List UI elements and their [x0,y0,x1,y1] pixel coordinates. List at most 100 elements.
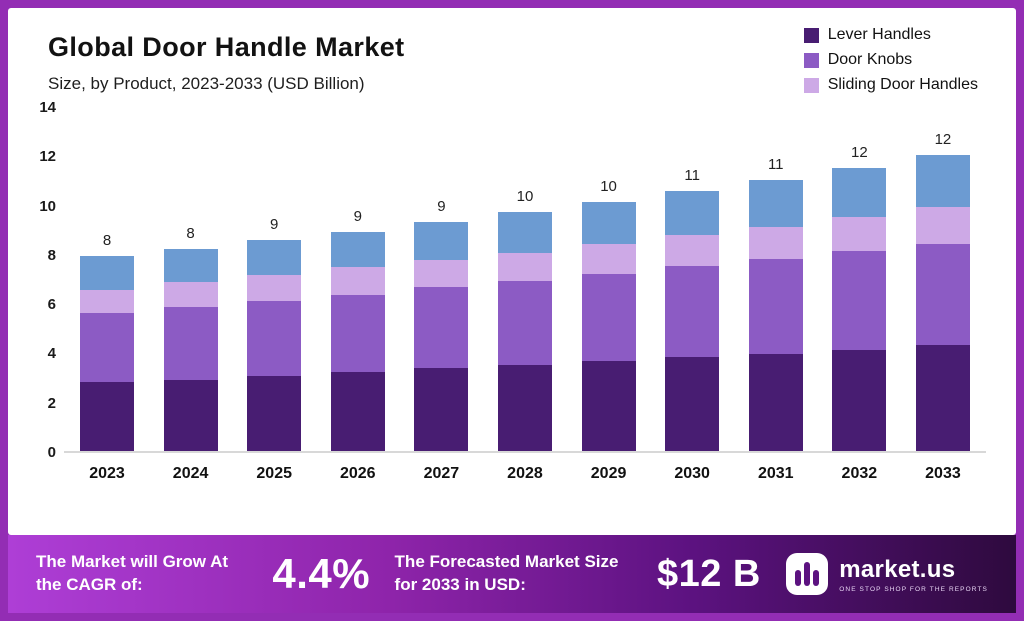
bar-segment-lever-handles [163,379,218,451]
bar-stack [915,155,970,451]
legend-item-door-knobs: Door Knobs [803,51,978,69]
bar-stack [247,240,302,451]
legend-label: Lever Handles [827,26,931,43]
bar-segment-top [748,179,803,227]
bar-segment-lever-handles [832,349,887,451]
x-label-2029: 2029 [590,465,627,482]
x-label-2026: 2026 [339,465,376,482]
bar-segment-door-knobs [414,287,469,369]
bar-segment-sliding-door-handles [665,235,720,267]
y-tick-label: 14 [39,99,56,116]
growth-label: The Market will Grow At the CAGR of: [36,552,229,594]
bar-2025: 9 [247,216,302,451]
cagr-value: 4.4% [272,550,371,597]
bottom-banner: The Market will Grow At the CAGR of: 4.4… [8,535,1016,613]
bar-segment-door-knobs [247,300,302,376]
y-tick-label: 4 [47,345,56,363]
bar-segment-sliding-door-handles [915,207,970,245]
bar-total-label: 9 [353,207,362,225]
bar-stack [80,256,134,451]
bar-2031: 11 [748,155,803,451]
legend-swatch-icon [803,27,819,43]
bar-2029: 10 [581,178,636,451]
bar-2032: 12 [832,143,887,451]
y-tick-label: 6 [47,296,56,314]
bar-segment-sliding-door-handles [832,216,887,252]
x-label-2023: 2023 [89,465,125,482]
x-label-2027: 2027 [423,465,460,482]
bar-segment-lever-handles [665,357,720,451]
plot-wrap: 8 8 9 9 9 10 10 11 11 12 12 2023 2024 2025 2026 2027 20… [64,108,986,483]
bar-segment-door-knobs [915,244,970,346]
brand-logo: market.us ONE STOP SHOP FOR THE REPORTS [785,552,988,596]
legend-item-sliding-door-handles: Sliding Door Handles [803,76,978,94]
y-tick-label: 10 [39,197,56,215]
bar-segment-sliding-door-handles [163,282,218,307]
bar-segment-sliding-door-handles [748,226,803,259]
bar-total-label: 11 [767,155,784,173]
stacked-bar-chart: 14 12 10 8 6 4 2 0 8 8 9 9 9 10 10 11 11 12 12 2023 2024 20… [22,99,986,483]
bar-2030: 11 [665,167,720,451]
page-title: Global Door Handle Market [48,32,405,62]
bar-stack [497,211,552,451]
bar-segment-top [915,155,970,208]
bar-segment-sliding-door-handles [581,244,636,274]
bar-segment-lever-handles [80,382,134,451]
x-label-2031: 2031 [757,465,794,482]
bar-stack [581,202,636,451]
x-label-2024: 2024 [172,465,209,482]
bar-total-label: 9 [437,197,446,215]
bar-2033: 12 [915,131,970,451]
y-tick-label: 0 [47,444,56,461]
x-label-2028: 2028 [507,465,543,482]
bar-segment-lever-handles [414,368,469,451]
bar-segment-top [497,211,552,253]
legend: Lever Handles Door Knobs Sliding Door Ha… [803,26,978,94]
chart-header: Global Door Handle Market Size, by Produ… [8,8,1016,94]
x-label-2033: 2033 [925,465,961,482]
bar-2028: 10 [497,188,552,451]
bar-total-label: 8 [186,224,195,242]
x-label-2032: 2032 [841,465,878,482]
bar-2026: 9 [330,207,385,451]
brand-texts: market.us ONE STOP SHOP FOR THE REPORTS [839,556,988,593]
legend-swatch-icon [803,52,819,68]
y-tick-label: 8 [47,246,56,264]
x-label-2025: 2025 [256,465,292,482]
bar-stack [414,221,469,451]
y-tick-label: 2 [47,394,56,412]
legend-item-lever-handles: Lever Handles [803,26,978,44]
brand-name: market.us [839,555,956,583]
bar-segment-lever-handles [748,353,803,451]
chart-card: Global Door Handle Market Size, by Produ… [8,8,1016,535]
bar-total-label: 11 [684,167,700,185]
plot-area: 8 8 9 9 9 10 10 11 11 12 12 [64,108,986,453]
bar-segment-top [80,256,134,290]
bar-stack [832,167,887,451]
bar-segment-lever-handles [497,364,552,451]
bar-total-label: 12 [934,131,952,149]
bar-segment-door-knobs [832,251,887,350]
bar-segment-lever-handles [247,375,302,451]
chart-subtitle: Size, by Product, 2023-2033 (USD Billion… [48,74,365,93]
bar-2023: 8 [80,232,134,451]
y-tick-label: 12 [39,148,56,166]
bar-segment-door-knobs [163,306,218,380]
bar-segment-door-knobs [497,280,552,365]
forecast-label: The Forecasted Market Size for 2033 in U… [394,552,619,594]
bar-stack [748,179,803,451]
legend-label: Door Knobs [827,51,913,68]
bar-segment-top [832,167,887,217]
marketus-logo-icon [786,553,829,595]
bar-2027: 9 [414,197,469,451]
forecast-value: $12 B [656,552,761,595]
bar-2024: 8 [163,224,218,451]
bar-segment-sliding-door-handles [497,252,552,281]
bar-total-label: 10 [600,178,617,196]
bar-total-label: 12 [851,143,868,161]
bar-segment-door-knobs [330,294,385,373]
bar-segment-door-knobs [748,258,803,354]
brand-tagline: ONE STOP SHOP FOR THE REPORTS [839,585,988,593]
x-label-2030: 2030 [674,465,710,482]
